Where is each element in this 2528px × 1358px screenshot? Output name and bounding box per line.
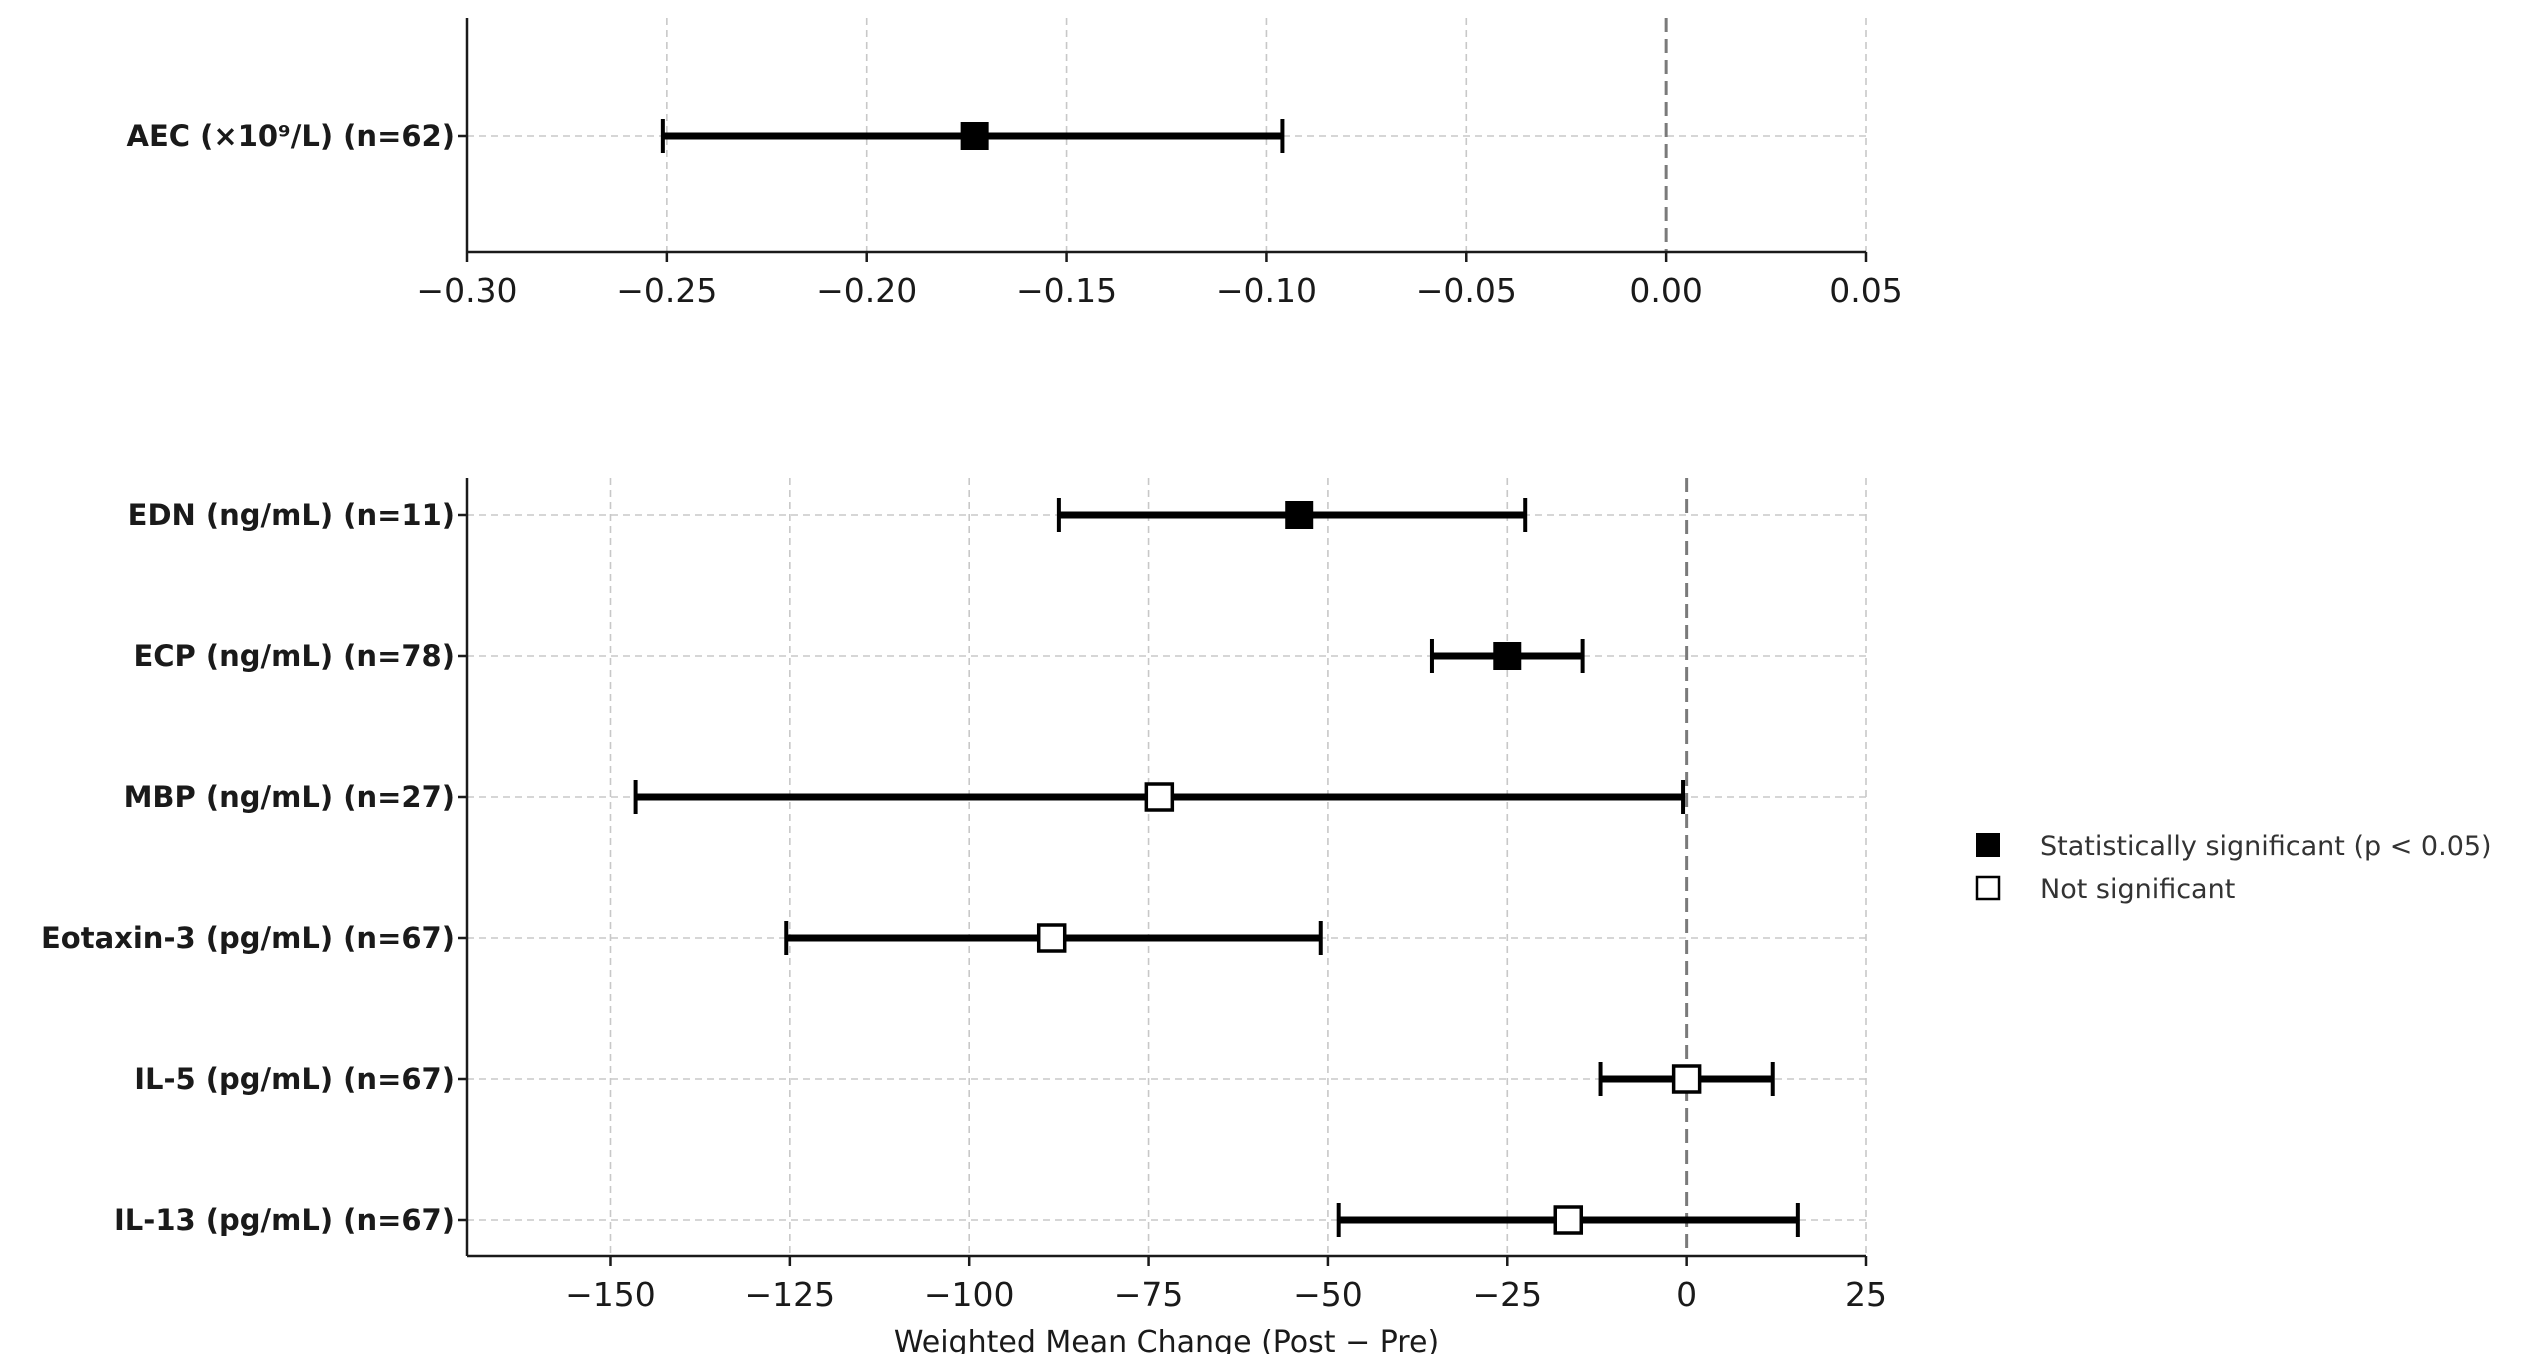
legend-label-not-significant: Not significant (2040, 874, 2235, 905)
row-label: EDN (ng/mL) (n=11) (128, 498, 455, 532)
row-label: Eotaxin-3 (pg/mL) (n=67) (41, 921, 455, 955)
row-label: AEC (×10⁹/L) (n=62) (127, 119, 455, 153)
x-tick-label: −125 (745, 1275, 836, 1314)
point-estimate-not-significant (1036, 923, 1067, 953)
x-tick-label: −150 (565, 1275, 656, 1314)
legend-marker-significant (1976, 833, 2000, 857)
row-label: MBP (ng/mL) (n=27) (124, 780, 455, 814)
x-tick-label: 0.00 (1629, 271, 1702, 310)
point-estimate-not-significant (1144, 782, 1175, 812)
point-estimate-not-significant (1671, 1064, 1702, 1094)
point-estimate-significant (960, 122, 989, 150)
x-tick-label: −0.10 (1216, 271, 1317, 310)
x-tick-label: −25 (1472, 1275, 1542, 1314)
row-label: IL-5 (pg/mL) (n=67) (134, 1062, 455, 1096)
point-estimate-significant (1285, 501, 1314, 529)
x-axis-label: Weighted Mean Change (Post − Pre) (894, 1325, 1439, 1354)
biomarker-panel: −150 −125 −100 −75 −50 −25 0 25 Weighted Mean Ch… (41, 478, 1887, 1358)
x-tick-label: −75 (1114, 1275, 1184, 1314)
x-tick-label: −0.25 (616, 271, 717, 310)
x-tick-label: −0.15 (1016, 271, 1117, 310)
x-tick-label: −100 (924, 1275, 1015, 1314)
point-estimate-significant (1493, 642, 1522, 670)
x-tick-label: −0.05 (1416, 271, 1517, 310)
x-tick-label: −0.20 (816, 271, 917, 310)
legend: Statistically significant (p < 0.05) Not… (1975, 831, 2492, 905)
x-tick-label: −0.30 (416, 271, 517, 310)
x-tick-label: 0.05 (1829, 271, 1902, 310)
aec-panel: −0.30 −0.25 −0.20 −0.15 −0.10 −0.05 0.00 0.05 AE… (127, 18, 1903, 310)
row-label: IL-13 (pg/mL) (n=67) (114, 1203, 455, 1237)
x-tick-label: 25 (1845, 1275, 1887, 1314)
legend-marker-not-significant (1975, 875, 2001, 901)
row-label: ECP (ng/mL) (n=78) (133, 639, 455, 673)
legend-label-significant: Statistically significant (p < 0.05) (2040, 831, 2492, 862)
x-tick-label: −50 (1293, 1275, 1363, 1314)
x-tick-label: 0 (1676, 1275, 1697, 1314)
point-estimate-not-significant (1553, 1205, 1584, 1235)
